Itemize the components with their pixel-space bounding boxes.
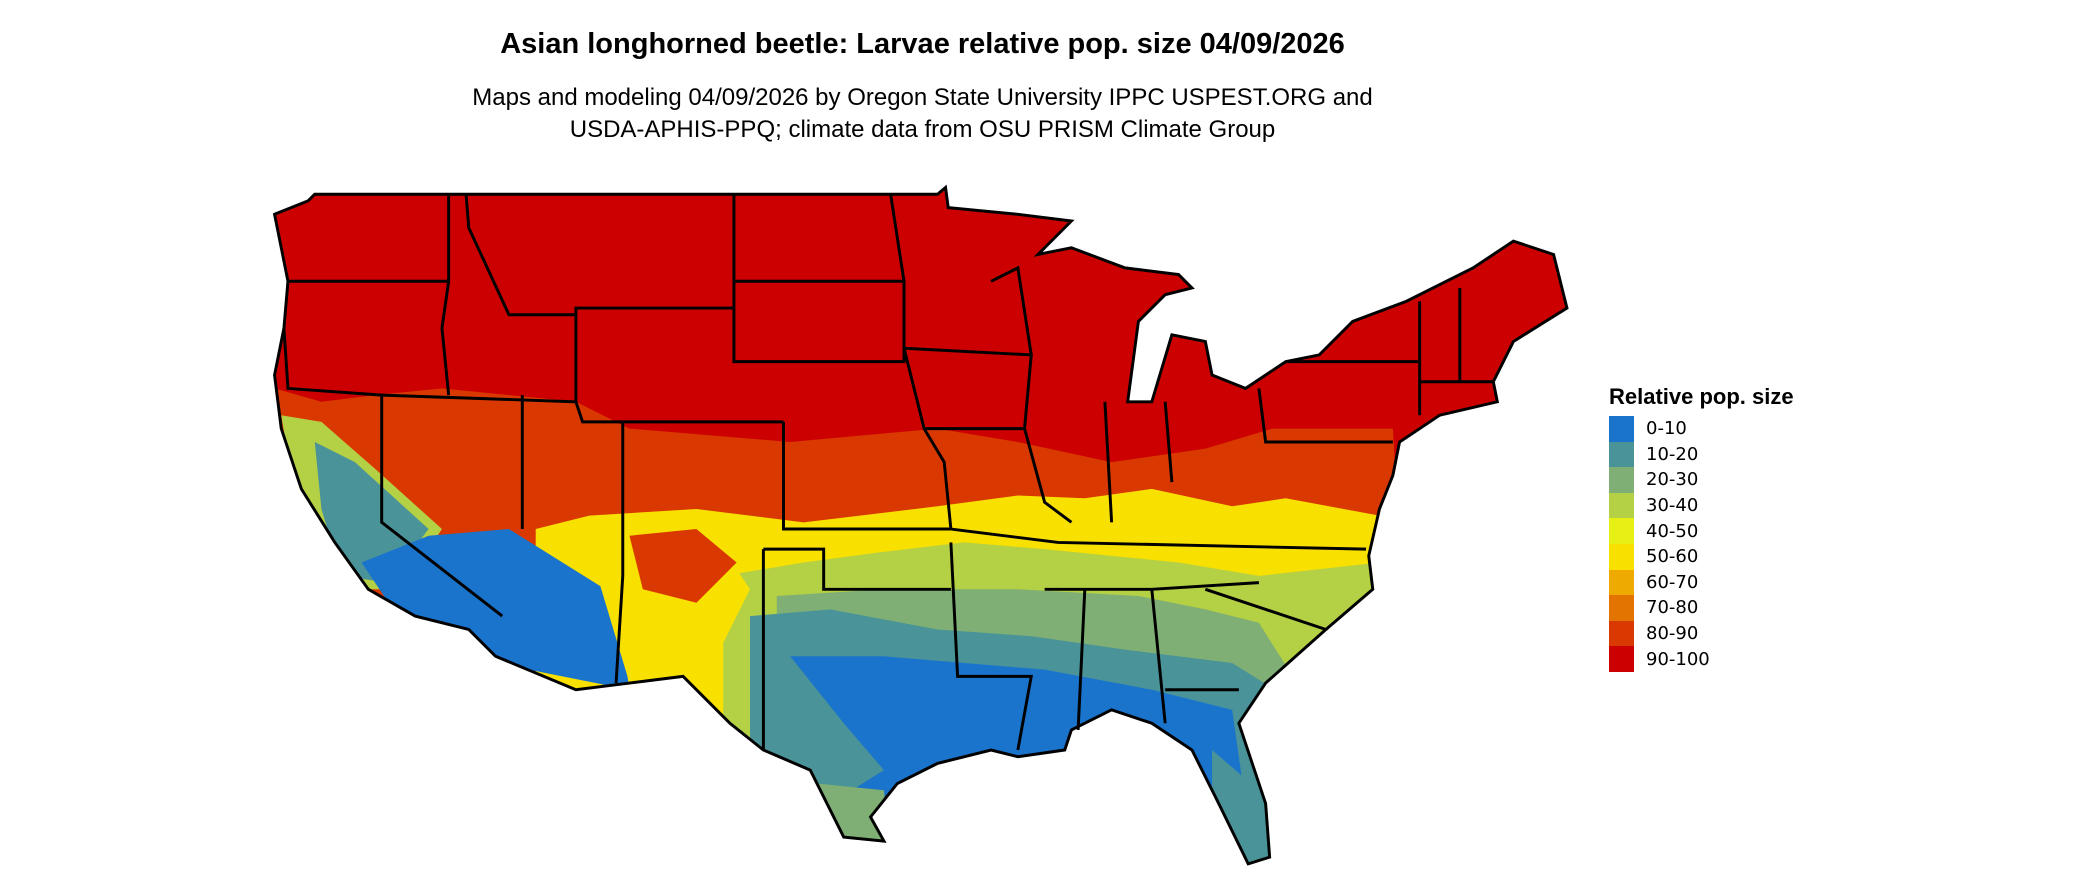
legend-title: Relative pop. size	[1609, 384, 1794, 409]
legend-label: 90-100	[1646, 648, 1710, 670]
legend-label: 70-80	[1646, 597, 1699, 619]
legend-label: 40-50	[1646, 520, 1699, 542]
legend: Relative pop. size 0-10 10-20 20-30 30-40 40…	[1609, 384, 1794, 672]
legend-item: 50-60	[1609, 543, 1794, 570]
legend-swatch	[1609, 441, 1634, 468]
legend-label: 30-40	[1646, 495, 1699, 517]
legend-label: 60-70	[1646, 571, 1699, 593]
legend-item: 0-10	[1609, 416, 1794, 442]
legend-swatch	[1609, 518, 1634, 544]
map-title: Asian longhorned beetle: Larvae relative…	[500, 28, 1345, 60]
legend-item: 60-70	[1609, 569, 1794, 596]
legend-swatch	[1609, 595, 1634, 621]
legend-item: 80-90	[1609, 620, 1794, 647]
legend-item: 30-40	[1609, 492, 1794, 519]
legend-item: 70-80	[1609, 595, 1794, 621]
legend-swatch	[1609, 646, 1634, 672]
map-subtitle-line-2: USDA-APHIS-PPQ; climate data from OSU PR…	[569, 116, 1276, 143]
state-borders	[273, 186, 1569, 866]
legend-items: 0-10 10-20 20-30 30-40 40-50 50-60 60-70 70-80 8…	[1609, 416, 1794, 672]
legend-swatch	[1609, 543, 1634, 570]
legend-swatch	[1609, 569, 1634, 596]
legend-item: 40-50	[1609, 518, 1794, 544]
legend-label: 50-60	[1646, 546, 1699, 568]
zone-south-texas-20-30	[816, 783, 891, 858]
legend-label: 10-20	[1646, 443, 1699, 465]
legend-item: 90-100	[1609, 646, 1794, 672]
legend-swatch	[1609, 620, 1634, 647]
legend-label: 80-90	[1646, 623, 1699, 645]
legend-item: 10-20	[1609, 441, 1794, 468]
legend-swatch	[1609, 416, 1634, 442]
legend-swatch	[1609, 467, 1634, 493]
legend-label: 20-30	[1646, 469, 1699, 491]
zone-new-mexico-80-90	[629, 529, 737, 603]
legend-item: 20-30	[1609, 467, 1794, 493]
legend-label: 0-10	[1646, 418, 1687, 440]
map-subtitle-line-1: Maps and modeling 04/09/2026 by Oregon S…	[472, 84, 1373, 111]
legend-swatch	[1609, 492, 1634, 519]
